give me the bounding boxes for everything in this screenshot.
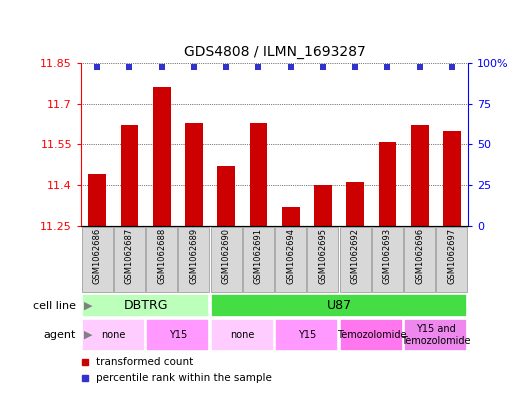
FancyBboxPatch shape [404,320,468,351]
Text: GSM1062694: GSM1062694 [286,228,295,284]
FancyBboxPatch shape [308,227,338,292]
Bar [88,174,106,226]
Text: GSM1062688: GSM1062688 [157,228,166,284]
FancyBboxPatch shape [404,227,435,292]
Text: transformed count: transformed count [96,356,194,367]
FancyBboxPatch shape [114,227,145,292]
Bar [218,166,235,226]
Text: agent: agent [43,330,76,340]
FancyBboxPatch shape [146,320,209,351]
FancyBboxPatch shape [146,227,177,292]
Text: GSM1062697: GSM1062697 [448,228,457,284]
FancyBboxPatch shape [437,227,468,292]
Text: GSM1062687: GSM1062687 [125,228,134,284]
Text: percentile rank within the sample: percentile rank within the sample [96,373,272,383]
Bar [411,125,428,226]
Text: GSM1062691: GSM1062691 [254,228,263,284]
FancyBboxPatch shape [340,227,371,292]
Text: cell line: cell line [33,301,76,310]
FancyBboxPatch shape [82,294,209,317]
Text: ▶: ▶ [84,330,92,340]
Text: Y15: Y15 [298,330,316,340]
FancyBboxPatch shape [82,227,112,292]
Bar [379,142,396,226]
Bar [121,125,138,226]
FancyBboxPatch shape [340,320,403,351]
Text: none: none [101,330,126,340]
Bar [153,87,170,226]
Text: GSM1062693: GSM1062693 [383,228,392,284]
Title: GDS4808 / ILMN_1693287: GDS4808 / ILMN_1693287 [184,45,366,59]
Bar [282,207,300,226]
FancyBboxPatch shape [211,294,468,317]
Text: Y15 and
Temozolomide: Y15 and Temozolomide [401,324,471,346]
FancyBboxPatch shape [211,227,242,292]
Text: U87: U87 [326,299,351,312]
FancyBboxPatch shape [178,227,209,292]
Text: GSM1062692: GSM1062692 [351,228,360,284]
Text: Y15: Y15 [169,330,187,340]
Text: GSM1062696: GSM1062696 [415,228,424,284]
FancyBboxPatch shape [211,320,274,351]
FancyBboxPatch shape [82,320,145,351]
Text: GSM1062695: GSM1062695 [319,228,327,284]
Text: Temozolomide: Temozolomide [337,330,406,340]
FancyBboxPatch shape [275,320,338,351]
Text: none: none [230,330,255,340]
Bar [249,123,267,226]
Text: GSM1062686: GSM1062686 [93,228,101,284]
Text: ▶: ▶ [84,301,92,310]
Bar [314,185,332,226]
Text: GSM1062689: GSM1062689 [189,228,198,284]
FancyBboxPatch shape [275,227,306,292]
Text: DBTRG: DBTRG [123,299,168,312]
Text: GSM1062690: GSM1062690 [222,228,231,284]
Bar [443,131,461,226]
FancyBboxPatch shape [372,227,403,292]
Bar [185,123,203,226]
FancyBboxPatch shape [243,227,274,292]
Bar [346,182,364,226]
